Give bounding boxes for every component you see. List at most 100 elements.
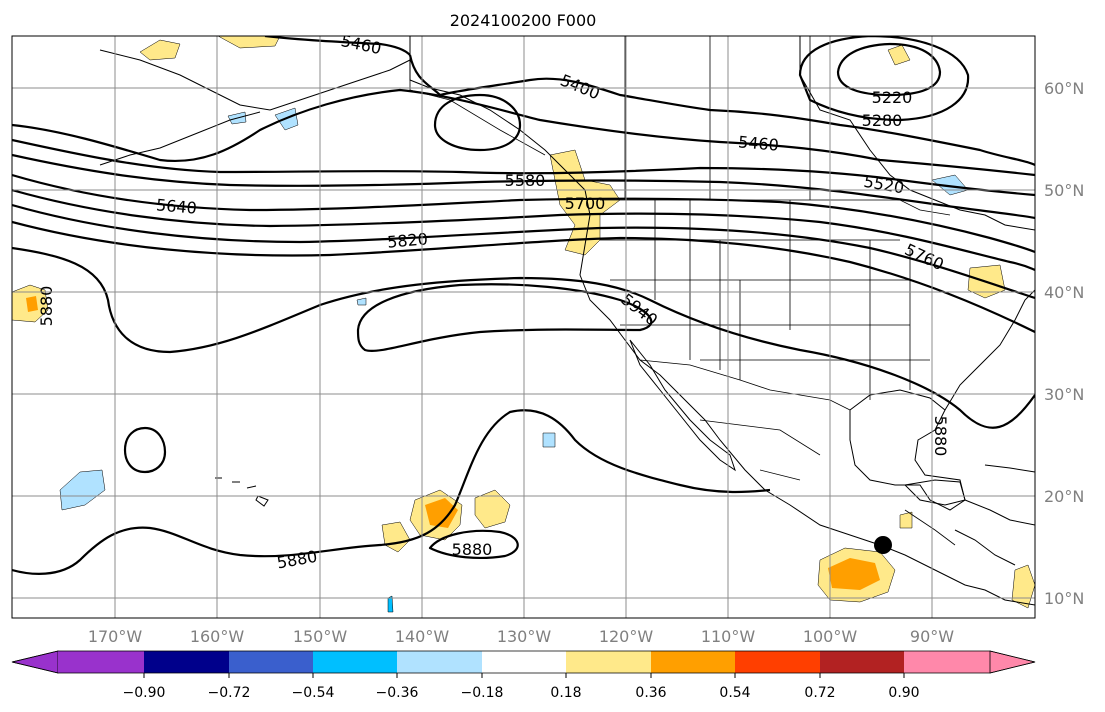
cb-label-0.72: 0.72 (804, 685, 835, 701)
colorbar-extend-high (989, 650, 1036, 674)
contour-5700 (12, 188, 1035, 272)
map-frame (11, 35, 1036, 619)
coastline-north-america (409, 36, 1035, 606)
coastline-hawaii (215, 477, 269, 507)
cb-label-neg-0.72: −0.72 (208, 685, 251, 701)
lon-label-160w: 160°W (190, 627, 245, 646)
contour-5760 (12, 203, 1035, 300)
storm-center-marker (874, 536, 892, 554)
lat-label-40n: 40°N (1044, 283, 1084, 302)
contour-label-5880-west: 5880 (37, 286, 56, 327)
colorbar-bin-4 (313, 651, 397, 673)
contour-5640 (12, 173, 1035, 254)
shade-positive-hudson (887, 44, 911, 66)
shade-negative-small-1 (387, 595, 394, 613)
colorbar-bin-6 (482, 651, 566, 673)
cb-label-neg-0.18: −0.18 (461, 685, 504, 701)
border-central-america (904, 509, 956, 546)
shade-positive-caribbean (1011, 564, 1035, 609)
contour-5880 (12, 246, 1035, 429)
cb-label-0.54: 0.54 (719, 685, 750, 701)
coastline-baja (629, 339, 736, 472)
lat-label-10n: 10°N (1044, 589, 1084, 608)
colorbar-outline (11, 650, 1036, 674)
contour-label-5820: 5820 (386, 229, 428, 251)
contour-5520 (12, 138, 1035, 197)
colorbar-bin-10 (820, 651, 904, 673)
contour-5220-low (836, 42, 942, 97)
colorbar-bin-3 (229, 651, 313, 673)
border-canada-provinces (624, 36, 811, 200)
shade-positive-west-edge-core (26, 296, 38, 312)
border-us-states-2 (600, 239, 930, 361)
lat-label-50n: 50°N (1044, 181, 1084, 200)
cb-label-0.18: 0.18 (550, 685, 581, 701)
shade-negative-small-2 (356, 297, 367, 306)
colorbar-bin-7 (566, 651, 651, 673)
coastline-cuba (984, 464, 1035, 473)
coastline-aleutians (99, 111, 261, 166)
political-borders (409, 36, 956, 546)
colorbar: −0.90 −0.72 −0.54 −0.36 −0.18 0.18 0.36 … (11, 650, 1036, 701)
shade-positive-gulf (899, 511, 913, 529)
cb-label-neg-0.36: −0.36 (376, 685, 419, 701)
lat-label-30n: 30°N (1044, 385, 1084, 404)
contour-5880-small (123, 426, 167, 474)
contour-5880-subtropic (12, 409, 771, 575)
contour-5460 (12, 88, 1035, 177)
border-mexico-states (699, 419, 821, 481)
height-contours (12, 36, 1035, 575)
colorbar-bin-9 (735, 651, 820, 673)
cb-label-neg-0.90: −0.90 (123, 685, 166, 701)
contour-label-5880-low: 5880 (452, 540, 493, 559)
map-panel: 5460 5400 5220 5280 5460 5520 5580 5640 … (11, 35, 1036, 619)
lon-label-150w: 150°W (293, 627, 348, 646)
contour-5400-closed (408, 54, 1035, 167)
lat-label-60n: 60°N (1044, 79, 1084, 98)
lon-label-110w: 110°W (701, 627, 756, 646)
colorbar-ticks (143, 673, 905, 678)
contour-5280-low (798, 36, 970, 122)
coastline-alaska-peninsula (99, 49, 411, 111)
latitude-labels: 60°N 50°N 40°N 30°N 20°N 10°N (1044, 79, 1084, 608)
coastline-gulf-mexico (849, 389, 966, 511)
shade-positive-alaska-2 (217, 36, 281, 49)
contour-label-5640: 5640 (155, 195, 197, 217)
contour-5940 (356, 283, 653, 352)
contour-label-5280: 5280 (862, 111, 903, 130)
contour-label-5220: 5220 (872, 88, 913, 107)
lon-label-130w: 130°W (497, 627, 552, 646)
colorbar-bin-8 (651, 651, 735, 673)
contour-5880-closed-low (428, 529, 519, 560)
longitude-labels: 170°W 160°W 150°W 140°W 130°W 120°W 110°… (88, 627, 954, 646)
contour-5820 (12, 220, 1035, 333)
lon-label-140w: 140°W (395, 627, 450, 646)
shade-negative-subtropic (542, 432, 556, 448)
colorbar-labels: −0.90 −0.72 −0.54 −0.36 −0.18 0.18 0.36 … (123, 685, 920, 701)
lon-label-100w: 100°W (803, 627, 858, 646)
shading-layer (12, 36, 1035, 613)
cb-label-0.36: 0.36 (635, 685, 666, 701)
contour-5460-alaska (264, 36, 411, 56)
colorbar-bin-1 (58, 651, 144, 673)
contour-5580 (12, 153, 1035, 220)
colorbar-bin-11 (904, 651, 990, 673)
shade-positive-mexico-core (828, 558, 880, 590)
contour-label-5460-right: 5460 (737, 132, 779, 154)
lon-label-120w: 120°W (599, 627, 654, 646)
cb-label-neg-0.54: −0.54 (292, 685, 335, 701)
shade-positive-central-pacific-2 (474, 489, 511, 529)
coastline-east-us (944, 289, 1035, 411)
lat-label-20n: 20°N (1044, 487, 1084, 506)
lon-label-90w: 90°W (910, 627, 954, 646)
shade-positive-alaska-1 (139, 39, 181, 61)
contour-label-5880-east: 5880 (931, 416, 950, 457)
shade-positive-central-pacific-core (425, 498, 458, 528)
lat-lon-grid (12, 36, 1035, 618)
map-title: 2024100200 F000 (450, 11, 597, 30)
cb-label-0.90: 0.90 (888, 685, 919, 701)
colorbar-bin-2 (144, 651, 229, 673)
colorbar-extend-low (11, 650, 59, 674)
shade-negative-hawaii-west (59, 469, 106, 511)
